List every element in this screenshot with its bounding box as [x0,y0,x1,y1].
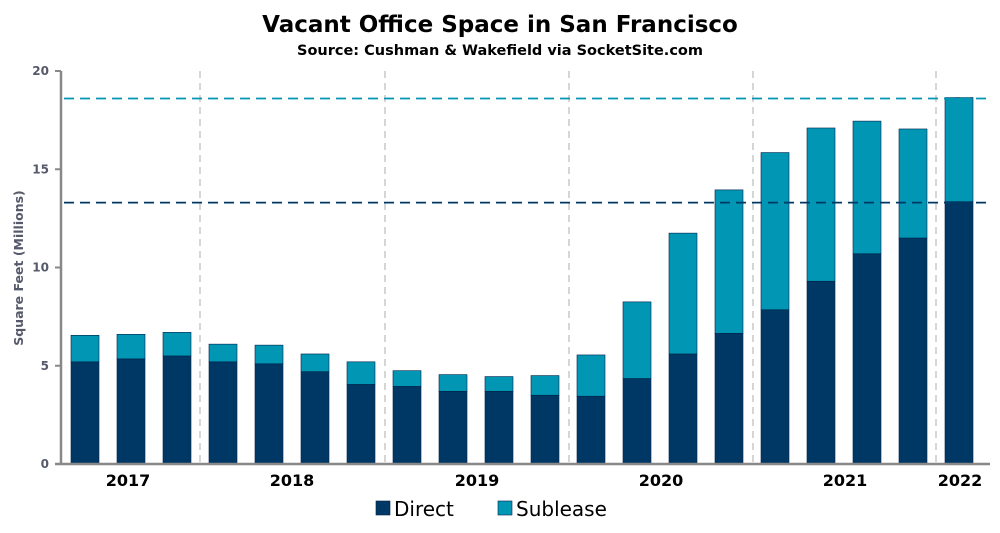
x-tick-label: 2019 [455,471,500,490]
bar-direct [438,390,468,465]
bar-direct [530,394,560,465]
bar-direct [300,371,330,465]
bar-sublease [944,97,974,202]
bar-sublease [438,374,468,392]
bar-sublease [346,361,376,385]
bar-direct [576,395,606,465]
bar-direct [208,361,238,465]
bar-sublease [208,343,238,363]
y-axis-label: Square Feet (Millions) [11,190,26,346]
bar-direct [944,201,974,465]
bar-direct [898,237,928,465]
bar-sublease [116,334,146,360]
bar-sublease [806,127,836,282]
x-tick-label: 2021 [823,471,868,490]
bar-sublease [852,120,882,255]
legend-swatch-direct [375,500,391,516]
bar-sublease [622,301,652,379]
bar-sublease [530,375,560,396]
bar-sublease [162,332,192,357]
y-tick-label: 5 [41,359,49,373]
bar-sublease [70,334,100,363]
legend-label-direct: Direct [394,497,454,521]
bar-sublease [576,354,606,397]
y-tick-label: 10 [32,261,49,275]
bar-sublease [300,353,330,372]
legend-swatch-sublease [497,500,513,516]
bar-sublease [254,344,284,365]
bar-sublease [484,376,514,392]
bar-direct [622,378,652,465]
bar-sublease [714,189,744,334]
x-tick-label: 2018 [270,471,315,490]
legend-label-sublease: Sublease [516,497,607,521]
y-tick-label: 20 [32,64,49,78]
bar-direct [254,363,284,465]
bar-direct [484,390,514,465]
bar-direct [162,355,192,465]
chart-title: Vacant Office Space in San Francisco [262,12,738,38]
bar-direct [346,384,376,465]
bar-direct [668,353,698,465]
x-tick-label: 2022 [938,471,983,490]
bar-sublease [668,232,698,355]
bar-direct [116,358,146,465]
bar-direct [806,280,836,465]
bar-sublease [760,152,790,311]
bar-direct [760,309,790,465]
bar-direct [714,333,744,465]
y-tick-label: 15 [32,162,49,176]
bar-direct [852,253,882,465]
y-tick-label: 0 [41,457,49,471]
bar-sublease [898,128,928,239]
bar-direct [70,361,100,465]
chart-subtitle: Source: Cushman & Wakefield via SocketSi… [297,43,703,59]
bar-direct [392,386,422,465]
bar-sublease [392,370,422,387]
x-tick-label: 2020 [639,471,684,490]
x-tick-label: 2017 [106,471,151,490]
